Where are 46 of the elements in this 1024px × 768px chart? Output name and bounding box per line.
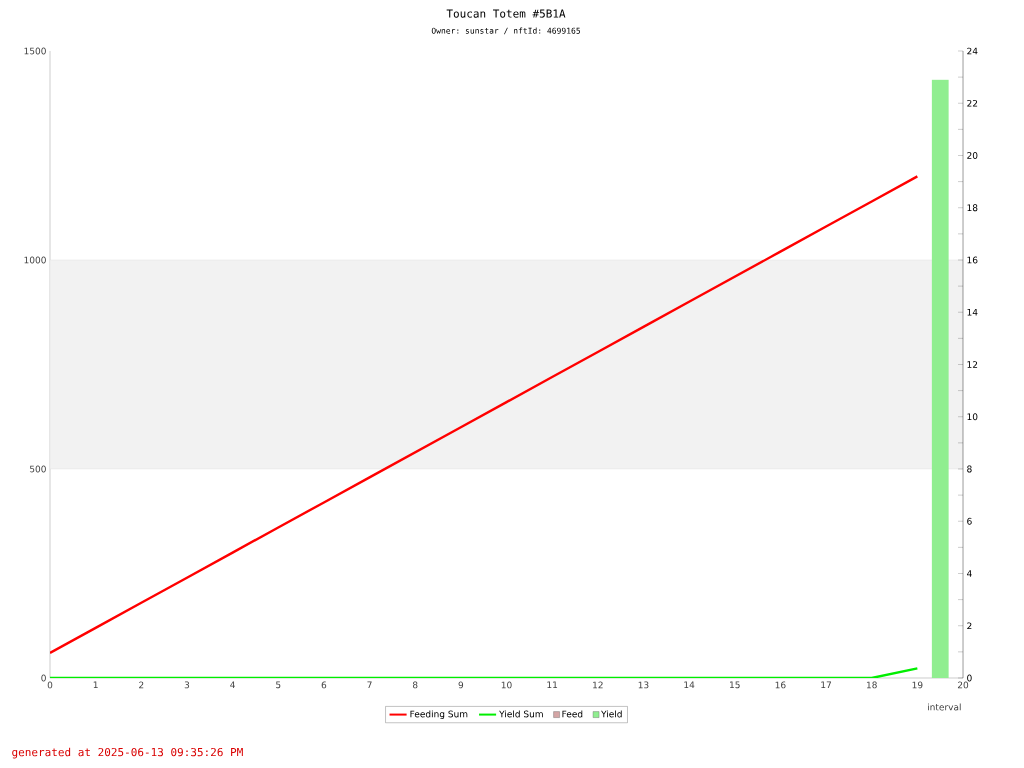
x-tick-label: 8 [412, 681, 418, 689]
y-tick-label: 1000 [24, 256, 46, 264]
y2-tick-label: 24 [967, 47, 978, 55]
x-tick-label: 15 [730, 681, 740, 689]
y-tick-label: 500 [29, 465, 46, 473]
x-tick-label: 11 [547, 681, 558, 689]
x-tick-label: 12 [593, 681, 603, 689]
y2-tick-label: 0 [967, 674, 972, 682]
chart-title: Toucan Totem #5B1A [446, 9, 566, 18]
x-tick-label: 5 [276, 681, 281, 689]
y2-tick-label: 20 [967, 152, 978, 159]
legend-label: Feed [562, 710, 583, 718]
y2-tick-label: 14 [967, 308, 978, 316]
y2-tick-label: 16 [967, 256, 978, 264]
x-tick-label: 10 [501, 681, 512, 689]
x-tick-label: 13 [638, 681, 649, 689]
x-tick-label: 0 [47, 681, 53, 689]
x-tick-label: 17 [821, 681, 832, 689]
x-tick-label: 6 [321, 681, 327, 689]
text: generated at 2025-06-13 09:35:26 PM [12, 747, 243, 759]
x-axis-title: interval [928, 703, 961, 711]
x-tick-label: 7 [367, 681, 372, 689]
x-tick-label: 4 [230, 681, 235, 689]
y2-tick-label: 8 [967, 465, 972, 473]
x-tick-label: 14 [684, 681, 695, 689]
legend-label: Feeding Sum [410, 710, 468, 720]
y2-tick-label: 10 [967, 413, 978, 421]
x-tick-label: 3 [184, 681, 190, 689]
y2-tick-label: 6 [967, 517, 972, 525]
legend-label: Yield Sum [499, 710, 543, 718]
x-tick-label: 1 [93, 681, 98, 689]
y2-tick-label: 12 [967, 361, 978, 368]
y2-tick-label: 18 [967, 204, 978, 212]
x-tick-label: 19 [912, 681, 923, 689]
x-tick-label: 9 [458, 681, 464, 689]
x-tick-label: 20 [957, 681, 969, 689]
x-tick-label: 2 [139, 681, 144, 689]
y2-tick-label: 4 [966, 570, 972, 577]
x-tick-label: 18 [866, 681, 877, 689]
y-tick-label: 1500 [24, 47, 46, 55]
y2-tick-label: 2 [967, 622, 972, 630]
y-tick-label: 0 [41, 674, 46, 682]
chart-subtitle: Owner: sunstar / nftId: 4699165 [431, 27, 581, 35]
y2-tick-label: 22 [967, 99, 978, 107]
legend-label: Yield [601, 710, 622, 718]
x-tick-label: 16 [775, 681, 786, 689]
